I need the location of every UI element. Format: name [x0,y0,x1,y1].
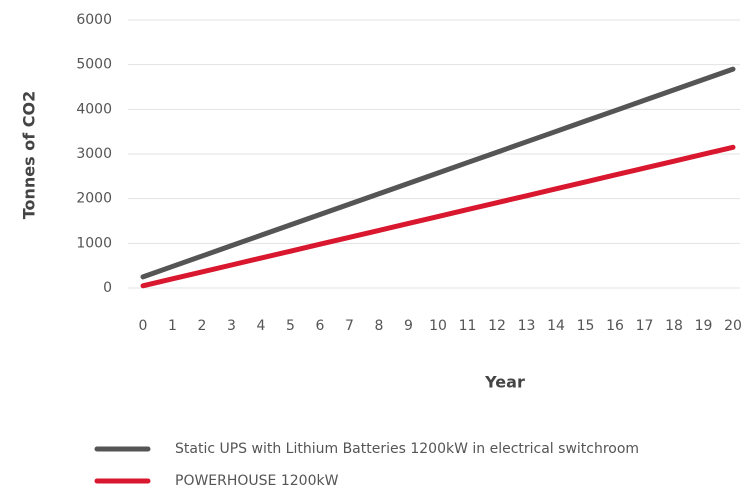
x-tick-label: 15 [577,318,595,334]
x-axis-label: Year [484,373,525,392]
y-tick-label: 5000 [76,57,112,73]
x-tick-label: 9 [404,318,413,334]
x-tick-label: 0 [139,318,148,334]
x-tick-label: 5 [286,318,295,334]
x-tick-label: 8 [375,318,384,334]
x-tick-label: 14 [547,318,565,334]
y-tick-label: 1000 [76,235,112,251]
legend-label: Static UPS with Lithium Batteries 1200kW… [175,441,639,457]
x-tick-label: 11 [459,318,477,334]
x-tick-label: 10 [429,318,447,334]
y-tick-label: 4000 [76,101,112,117]
y-axis-label: Tonnes of CO2 [20,91,39,220]
y-tick-label: 2000 [76,191,112,207]
y-tick-label: 0 [103,280,112,296]
line-series [140,66,736,280]
x-tick-label: 1 [168,318,177,334]
x-tick-label: 13 [518,318,536,334]
x-tick-label: 4 [257,318,266,334]
x-tick-label: 2 [198,318,207,334]
x-tick-label: 6 [316,318,325,334]
y-tick-label: 6000 [76,12,112,28]
line-series [140,144,736,289]
legend-label: POWERHOUSE 1200kW [175,473,339,489]
x-tick-label: 12 [488,318,506,334]
x-tick-label: 16 [606,318,624,334]
y-tick-label: 3000 [76,146,112,162]
x-tick-label: 19 [695,318,713,334]
x-tick-label: 17 [636,318,654,334]
x-tick-label: 3 [227,318,236,334]
x-tick-label: 20 [724,318,742,334]
x-tick-label: 7 [345,318,354,334]
x-tick-label: 18 [665,318,683,334]
